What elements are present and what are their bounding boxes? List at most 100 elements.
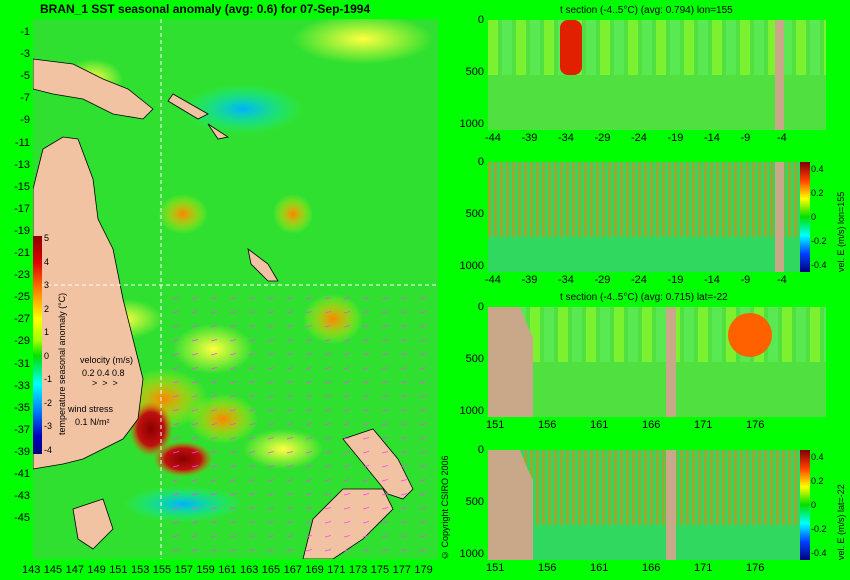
depth-tick-label: 0 bbox=[477, 156, 484, 168]
lat-tick-label: -21 bbox=[14, 247, 30, 259]
section-x-tick-label: -9 bbox=[740, 274, 751, 286]
sst-colorbar-tick: 1 bbox=[44, 327, 50, 337]
section-x-tick-label: -24 bbox=[631, 132, 647, 144]
section-svg bbox=[488, 162, 800, 272]
lat-tick-label: -17 bbox=[14, 202, 30, 215]
section-x-tick-label: 151 bbox=[486, 419, 505, 431]
section-x-tick-label: -9 bbox=[740, 132, 751, 144]
section-x-tick-label: -44 bbox=[485, 274, 501, 286]
depth-tick-label: 1000 bbox=[459, 405, 484, 417]
velocity-colorbar-tick: 0.4 bbox=[811, 452, 824, 462]
section-title: t section (-4..5°C) (avg: 0.715) lat=-22 bbox=[560, 292, 728, 303]
lon-tick-label: 167 bbox=[283, 564, 302, 576]
lat-tick-label: -31 bbox=[14, 357, 30, 370]
section-x-tick-label: -44 bbox=[485, 132, 501, 144]
section-title: t section (-4..5°C) (avg: 0.794) lon=155 bbox=[560, 5, 733, 16]
section-x-tick-label: 161 bbox=[590, 562, 609, 574]
lon-tick-label: 161 bbox=[218, 564, 237, 576]
section-plot bbox=[488, 450, 800, 560]
sst-colorbar-tick: 5 bbox=[44, 233, 50, 243]
lon-tick-label: 145 bbox=[43, 564, 63, 576]
lat-tick-label: -35 bbox=[14, 401, 30, 414]
section-x-tick-label: -39 bbox=[521, 132, 538, 144]
depth-tick-label: 500 bbox=[465, 208, 484, 220]
velocity-colorbar-tick: -0.2 bbox=[811, 524, 827, 534]
sst-map-svg bbox=[33, 19, 438, 559]
velocity-colorbar-tick: 0 bbox=[811, 500, 817, 510]
velocity-colorbar-label: vel. E (m/s) lon=155 bbox=[836, 191, 846, 272]
sst-colorbar-tick: -3 bbox=[44, 421, 53, 431]
section-svg bbox=[488, 307, 826, 417]
section-x-tick-label: 176 bbox=[746, 562, 765, 574]
sst-colorbar-tick: 0 bbox=[44, 350, 50, 361]
lon-tick-label: 169 bbox=[305, 564, 324, 576]
lat-tick-label: -27 bbox=[14, 313, 30, 326]
lat-tick-label: -7 bbox=[20, 92, 30, 105]
depth-tick-label: 0 bbox=[477, 14, 484, 26]
velocity-colorbar-tick: -0.4 bbox=[811, 260, 827, 270]
lon-tick-label: 155 bbox=[152, 564, 172, 576]
lon-tick-label: 157 bbox=[174, 564, 193, 576]
velocity-colorbar-tick: 0.2 bbox=[811, 476, 824, 486]
lon-tick-label: 171 bbox=[327, 564, 346, 576]
velocity-legend-label: velocity (m/s) bbox=[80, 355, 134, 365]
sst-colorbar-tick: -2 bbox=[44, 397, 53, 408]
depth-tick-label: 0 bbox=[477, 444, 484, 456]
velocity-colorbar-tick: 0.2 bbox=[811, 188, 824, 198]
lat-tick-label: -41 bbox=[14, 468, 30, 480]
section-plot bbox=[488, 162, 800, 272]
depth-tick-label: 0 bbox=[477, 301, 484, 313]
lon-tick-label: 151 bbox=[109, 564, 128, 576]
lat-tick-label: -33 bbox=[14, 379, 30, 392]
section-x-tick-label: 171 bbox=[694, 562, 713, 574]
lon-tick-label: 165 bbox=[261, 564, 281, 576]
velocity-legend-values: 0.2 0.4 0.8 bbox=[82, 368, 125, 378]
depth-tick-label: 500 bbox=[465, 66, 484, 78]
section-x-tick-label: 156 bbox=[538, 419, 557, 431]
wind-legend-value: 0.1 N/m² bbox=[75, 417, 110, 427]
section-x-tick-label: 161 bbox=[590, 419, 609, 431]
lat-tick-label: -19 bbox=[14, 224, 30, 237]
lon-tick-label: 143 bbox=[22, 564, 41, 576]
section-x-tick-label: -4 bbox=[777, 132, 787, 144]
sst-colorbar-label: temperature seasonal anomaly (°C) bbox=[57, 292, 67, 435]
velocity-legend-arrows: > > > bbox=[92, 378, 118, 388]
lat-tick-label: -45 bbox=[14, 512, 30, 525]
lat-tick-label: -43 bbox=[14, 490, 30, 503]
lon-tick-label: 149 bbox=[87, 564, 106, 576]
depth-tick-label: 1000 bbox=[459, 548, 484, 560]
velocity-colorbar-label: vel. E (m/s) lat=-22 bbox=[836, 484, 846, 560]
lat-tick-label: -11 bbox=[14, 136, 30, 149]
sst-colorbar-tick: 4 bbox=[44, 256, 50, 267]
lon-tick-label: 179 bbox=[414, 564, 433, 576]
lat-tick-label: -37 bbox=[14, 423, 30, 436]
section-x-tick-label: -4 bbox=[777, 274, 787, 286]
section-x-tick-label: 171 bbox=[694, 419, 713, 431]
section-plot bbox=[488, 20, 826, 130]
lat-tick-label: -5 bbox=[20, 70, 30, 83]
lat-tick-label: -25 bbox=[14, 291, 30, 304]
section-x-tick-label: -24 bbox=[631, 274, 647, 286]
lon-tick-label: 175 bbox=[370, 564, 390, 576]
depth-tick-label: 1000 bbox=[459, 260, 484, 272]
section-x-tick-label: -14 bbox=[704, 274, 720, 286]
section-x-tick-label: -34 bbox=[558, 132, 574, 144]
map-title: BRAN_1 SST seasonal anomaly (avg: 0.6) f… bbox=[40, 2, 371, 16]
velocity-colorbar bbox=[800, 450, 810, 560]
section-x-tick-label: -14 bbox=[704, 132, 720, 144]
section-x-tick-label: 166 bbox=[642, 562, 661, 574]
lon-tick-label: 163 bbox=[240, 564, 259, 576]
lat-tick-label: -1 bbox=[20, 26, 30, 38]
lat-tick-label: -23 bbox=[14, 269, 30, 282]
velocity-colorbar-tick: 0.4 bbox=[811, 164, 824, 174]
lat-tick-label: -15 bbox=[14, 180, 30, 193]
lat-tick-label: -3 bbox=[20, 48, 30, 61]
velocity-colorbar-tick: -0.4 bbox=[811, 548, 827, 558]
section-plot bbox=[488, 307, 826, 417]
lat-tick-label: -29 bbox=[14, 335, 30, 348]
velocity-colorbar-tick: 0 bbox=[811, 212, 817, 222]
depth-tick-label: 500 bbox=[465, 353, 484, 365]
sst-colorbar bbox=[33, 236, 42, 454]
lat-tick-label: -9 bbox=[20, 114, 30, 127]
section-x-tick-label: -29 bbox=[594, 132, 611, 144]
